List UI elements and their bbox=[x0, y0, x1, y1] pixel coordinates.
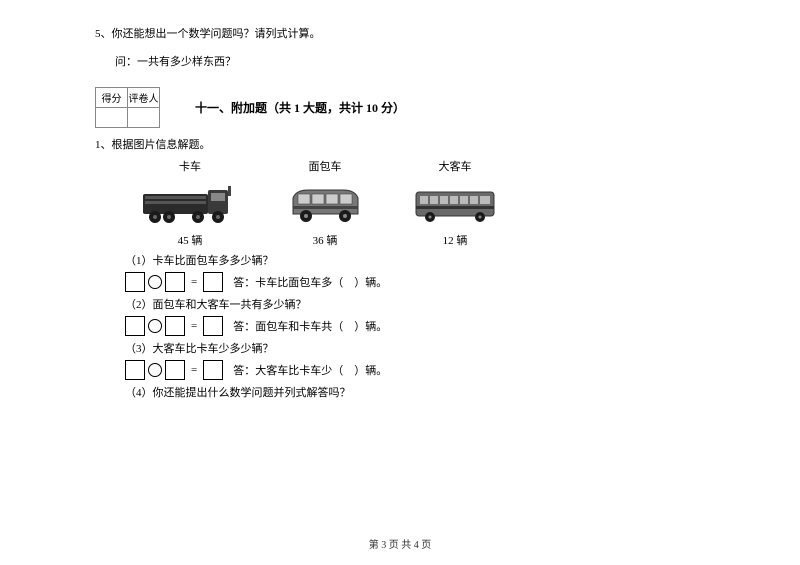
truck-col: 卡车 bbox=[125, 158, 255, 178]
bus-img-col bbox=[395, 182, 515, 228]
ans1: 答：卡车比面包车多（ ）辆。 bbox=[233, 274, 387, 290]
vehicles-labels: 卡车 面包车 大客车 bbox=[125, 158, 705, 178]
score-col-defen: 得分 bbox=[96, 88, 128, 108]
van-img-col bbox=[255, 182, 395, 228]
subq4: （4）你还能提出什么数学问题并列式解答吗？ bbox=[125, 384, 705, 400]
score-cell-blank2 bbox=[128, 108, 160, 128]
question-5: 5、你还能想出一个数学问题吗？请列式计算。 问：一共有多少样东西？ bbox=[95, 25, 705, 69]
eq3: = 答：大客车比卡车少（ ）辆。 bbox=[125, 360, 705, 380]
q5-prompt: 5、你还能想出一个数学问题吗？请列式计算。 bbox=[95, 25, 705, 41]
van-count-col: 36 辆 bbox=[255, 232, 395, 248]
van-count: 36 辆 bbox=[255, 232, 395, 248]
bus-count-col: 12 辆 bbox=[395, 232, 515, 248]
subq1: （1）卡车比面包车多多少辆？ bbox=[125, 252, 705, 268]
subq2: （2）面包车和大客车一共有多少辆？ bbox=[125, 296, 705, 312]
operator-circle bbox=[148, 275, 162, 289]
truck-count: 45 辆 bbox=[125, 232, 255, 248]
truck-count-col: 45 辆 bbox=[125, 232, 255, 248]
ans3: 答：大客车比卡车少（ ）辆。 bbox=[233, 362, 387, 378]
blank-box bbox=[203, 316, 223, 336]
blank-box bbox=[165, 360, 185, 380]
subq3: （3）大客车比卡车少多少辆？ bbox=[125, 340, 705, 356]
score-col-pingjuanren: 评卷人 bbox=[128, 88, 160, 108]
section-title: 十一、附加题（共 1 大题，共计 10 分） bbox=[195, 99, 405, 116]
truck-icon bbox=[125, 182, 255, 224]
blank-box bbox=[125, 272, 145, 292]
eq2: = 答：面包车和卡车共（ ）辆。 bbox=[125, 316, 705, 336]
blank-box bbox=[125, 360, 145, 380]
van-label: 面包车 bbox=[255, 158, 395, 174]
operator-circle bbox=[148, 363, 162, 377]
bus-icon bbox=[395, 182, 515, 224]
ans2: 答：面包车和卡车共（ ）辆。 bbox=[233, 318, 387, 334]
truck-img-col bbox=[125, 182, 255, 228]
bus-count: 12 辆 bbox=[395, 232, 515, 248]
truck-label: 卡车 bbox=[125, 158, 255, 174]
vehicles-images bbox=[125, 182, 705, 228]
equals-sign: = bbox=[191, 364, 197, 376]
bus-label: 大客车 bbox=[395, 158, 515, 174]
page-footer: 第 3 页 共 4 页 bbox=[0, 536, 800, 551]
q5-ask: 问：一共有多少样东西？ bbox=[115, 53, 705, 69]
blank-box bbox=[165, 272, 185, 292]
score-section-row: 得分 评卷人 十一、附加题（共 1 大题，共计 10 分） bbox=[95, 87, 705, 128]
equals-sign: = bbox=[191, 276, 197, 288]
van-icon bbox=[255, 182, 395, 224]
operator-circle bbox=[148, 319, 162, 333]
score-table: 得分 评卷人 bbox=[95, 87, 160, 128]
blank-box bbox=[203, 360, 223, 380]
equals-sign: = bbox=[191, 320, 197, 332]
bus-col: 大客车 bbox=[395, 158, 515, 178]
q1-intro: 1、根据图片信息解题。 bbox=[95, 136, 705, 152]
blank-box bbox=[165, 316, 185, 336]
blank-box bbox=[125, 316, 145, 336]
vehicles-counts: 45 辆 36 辆 12 辆 bbox=[125, 232, 705, 248]
eq1: = 答：卡车比面包车多（ ）辆。 bbox=[125, 272, 705, 292]
blank-box bbox=[203, 272, 223, 292]
score-cell-blank1 bbox=[96, 108, 128, 128]
van-col: 面包车 bbox=[255, 158, 395, 178]
